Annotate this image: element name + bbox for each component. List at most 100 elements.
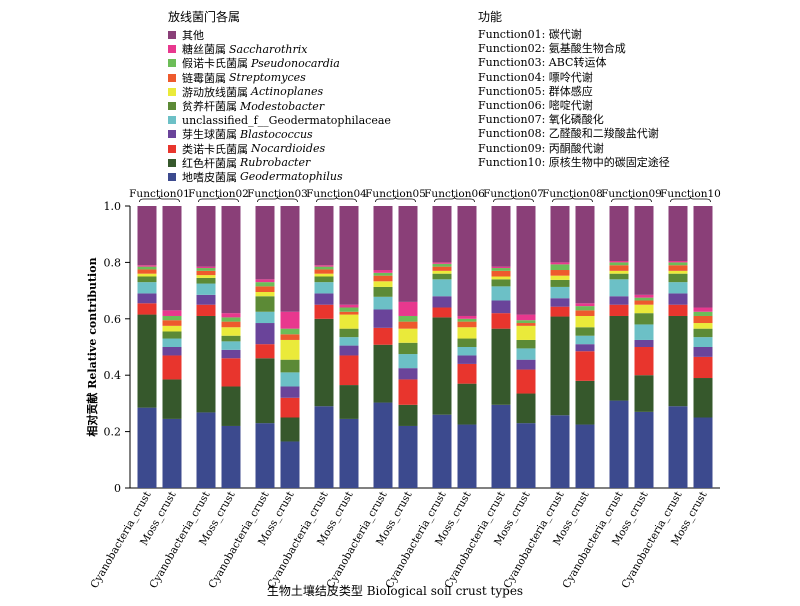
bar-segment bbox=[693, 378, 713, 418]
bar-segment bbox=[432, 279, 452, 297]
bar-segment bbox=[516, 423, 536, 488]
bar-segment bbox=[255, 282, 275, 287]
bar-segment bbox=[634, 300, 654, 305]
bar-segment bbox=[314, 276, 334, 283]
bar-segment bbox=[550, 270, 570, 276]
bar-segment bbox=[373, 296, 393, 310]
bar-segment bbox=[255, 323, 275, 345]
bar-segment bbox=[196, 315, 216, 413]
bar-segment bbox=[634, 294, 654, 298]
bar-segment bbox=[398, 379, 418, 405]
bar-segment bbox=[255, 311, 275, 324]
function-item: Function07: 氧化磷酸化 bbox=[478, 113, 604, 127]
bar-segment bbox=[457, 355, 477, 364]
bar-segment bbox=[575, 344, 595, 352]
bar-segment bbox=[550, 306, 570, 317]
bar-segment bbox=[339, 385, 359, 419]
bar-segment bbox=[162, 310, 182, 316]
legend-item: 其他 bbox=[168, 28, 391, 42]
bar-segment bbox=[314, 293, 334, 305]
bar-segment bbox=[516, 348, 536, 360]
bar-segment bbox=[457, 318, 477, 322]
bar-segment bbox=[432, 262, 452, 264]
bar-segment bbox=[668, 262, 688, 266]
bar-segment bbox=[373, 206, 393, 271]
group-brace bbox=[434, 196, 475, 203]
legend-latin-name: Streptomyces bbox=[229, 71, 306, 85]
bar-segment bbox=[634, 375, 654, 412]
legend-swatch bbox=[168, 45, 176, 54]
bar-segment bbox=[432, 263, 452, 267]
bar-segment bbox=[668, 270, 688, 274]
bar-segment bbox=[550, 279, 570, 287]
bar-segment bbox=[221, 206, 241, 314]
bar-segment bbox=[373, 327, 393, 345]
group-brace bbox=[552, 196, 593, 203]
bar-segment bbox=[221, 313, 241, 318]
bar-segment bbox=[373, 270, 393, 273]
legend-latin-name: Modestobacter bbox=[240, 99, 325, 113]
legend-item: 芽生球菌属 Blastococcus bbox=[168, 127, 391, 141]
bar-segment bbox=[491, 279, 511, 287]
bar-segment bbox=[255, 292, 275, 297]
y-tick-label: 0.8 bbox=[104, 256, 122, 269]
legend: 其他 糖丝菌属 Saccharothrix 假诺卡氏菌属 Pseudonocardia 链… bbox=[168, 28, 391, 184]
group-brace bbox=[493, 196, 534, 203]
bar-segment bbox=[398, 301, 418, 316]
legend-label: 地嗜皮菌属 bbox=[182, 170, 237, 184]
bar-segment bbox=[491, 266, 511, 269]
function-item: Function09: 丙酮酸代谢 bbox=[478, 141, 604, 155]
bar-segment bbox=[516, 320, 536, 324]
bar-segment bbox=[162, 206, 182, 311]
bar-segment bbox=[314, 282, 334, 294]
legend-label: 红色杆菌属 bbox=[182, 156, 237, 170]
bar-segment bbox=[609, 304, 629, 316]
bar-segment bbox=[221, 341, 241, 350]
bar-segment bbox=[314, 269, 334, 274]
bar-segment bbox=[280, 372, 300, 387]
group-brace bbox=[611, 196, 652, 203]
bar-segment bbox=[137, 273, 157, 277]
legend-swatch bbox=[168, 116, 176, 125]
legend-label: 链霉菌属 bbox=[182, 71, 226, 85]
bar-segment bbox=[221, 349, 241, 359]
legend-latin-name: Saccharothrix bbox=[229, 42, 308, 56]
bar-segment bbox=[457, 347, 477, 356]
bar-segment bbox=[280, 417, 300, 442]
y-tick-label: 1.0 bbox=[104, 200, 122, 213]
bar-segment bbox=[280, 386, 300, 398]
bar-segment bbox=[491, 300, 511, 314]
bar-segment bbox=[693, 356, 713, 379]
bar-segment bbox=[196, 283, 216, 295]
group-label: Function09 bbox=[601, 188, 662, 200]
legend-swatch bbox=[168, 102, 176, 111]
bar-segment bbox=[693, 337, 713, 347]
bar-segment bbox=[339, 206, 359, 305]
bar-segment bbox=[668, 260, 688, 263]
y-tick-label: 0.2 bbox=[104, 426, 122, 439]
function-item: Function10: 原核生物中的碳固定途径 bbox=[478, 155, 670, 169]
bar-segment bbox=[668, 282, 688, 294]
bar-segment bbox=[314, 206, 334, 266]
bar-segment bbox=[550, 206, 570, 263]
bar-segment bbox=[280, 328, 300, 335]
bar-segment bbox=[491, 276, 511, 280]
legend-item: 游动放线菌属 Actinoplanes bbox=[168, 85, 391, 99]
bar-segment bbox=[693, 347, 713, 357]
legend-label: 糖丝菌属 bbox=[182, 43, 226, 57]
function-list: Function01: 碳代谢 Function02: 氨基酸生物合成 Functi… bbox=[478, 28, 670, 170]
bar-segment bbox=[255, 344, 275, 359]
legend-label: unclassified_f__Geodermatophilaceae bbox=[182, 113, 391, 127]
bar-segment bbox=[221, 327, 241, 336]
bar-segment bbox=[693, 323, 713, 329]
bar-segment bbox=[609, 273, 629, 280]
group-brace bbox=[375, 196, 416, 203]
bar-segment bbox=[137, 303, 157, 315]
group-label: Function01 bbox=[129, 188, 190, 200]
bar-segment bbox=[575, 306, 595, 311]
bar-segment bbox=[609, 262, 629, 266]
bar-segment bbox=[339, 355, 359, 386]
bar-segment bbox=[196, 270, 216, 276]
bar-segment bbox=[196, 294, 216, 305]
legend-swatch bbox=[168, 73, 176, 82]
